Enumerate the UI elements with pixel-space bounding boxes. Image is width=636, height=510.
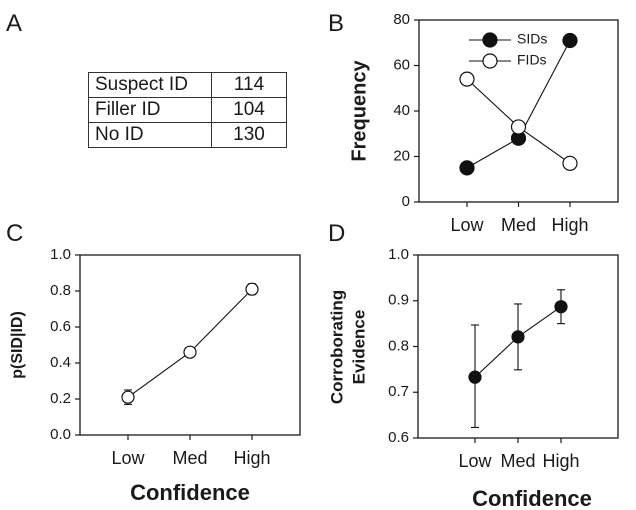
panel-c-series-line [127, 288, 253, 398]
panel-c-y-tick-label: 0.2 [50, 390, 71, 407]
panel-d-series-point [511, 330, 525, 344]
panel-d-series-point [554, 300, 568, 314]
panel-c-x-tick-label: High [233, 448, 270, 468]
panel-c-y-tick-label: 0.0 [50, 426, 71, 443]
panel-label-b: B [328, 10, 345, 37]
panel-b-legend-marker [482, 32, 498, 48]
panel-b-legend-label: FIDs [517, 52, 547, 68]
identification-table: Suspect ID 114 Filler ID 104 No ID 130 [88, 72, 287, 148]
panel-b-y-tick-label: 80 [393, 11, 410, 28]
panel-d-y-tick-label: 1.0 [388, 246, 409, 263]
table-row: Filler ID 104 [88, 97, 287, 123]
panel-d-y-tick-label: 0.7 [388, 383, 409, 400]
panel-label-a: A [6, 10, 23, 37]
panel-d-y-tick-label: 0.6 [388, 429, 409, 446]
panel-b-y-tick-label: 20 [393, 147, 410, 164]
panel-c-x-tick-label: Low [111, 448, 145, 468]
table-row: No ID 130 [88, 122, 287, 148]
panel-b-y-tick-label: 40 [393, 102, 410, 119]
table-row-label: No ID [88, 122, 212, 148]
panel-c-series-point [121, 390, 135, 404]
panel-c-series-point [245, 282, 259, 296]
panel-d-x-axis-label: Confidence [472, 486, 592, 510]
panel-c-x-tick-label: Med [172, 448, 207, 468]
panel-b-y-axis-label: Frequency [348, 60, 370, 162]
panel-d-y-axis-label: Corroborating [327, 290, 346, 404]
panel-c-y-tick-label: 0.8 [50, 282, 71, 299]
panel-c-y-tick-label: 0.4 [50, 354, 71, 371]
panel-b-x-tick-label: High [551, 215, 588, 235]
panel-c-y-axis-label: p(SID|ID) [9, 311, 26, 379]
panel-d-x-tick-label: Med [500, 451, 535, 471]
panel-label-d: D [328, 220, 346, 247]
panel-d-x-tick-label: High [542, 451, 579, 471]
panel-b-series-fids-point [459, 71, 475, 87]
panel-d-series-point [468, 370, 482, 384]
panel-c-y-tick-label: 0.6 [50, 318, 71, 335]
panel-b-x-tick-label: Med [501, 215, 536, 235]
panel-b-y-tick-label: 0 [402, 193, 410, 210]
panel-d-x-tick-label: Low [458, 451, 492, 471]
panel-c-x-axis-label: Confidence [130, 480, 250, 505]
panel-d-y-tick-label: 0.9 [388, 292, 409, 309]
table-row-value: 130 [211, 122, 287, 148]
panel-b-legend-label: SIDs [517, 31, 547, 47]
panel-c-plot-frame [79, 254, 301, 436]
panel-d-y-tick-label: 0.8 [388, 337, 409, 354]
panel-c-series-point [183, 345, 197, 359]
panel-label-c: C [6, 220, 24, 247]
panel-b-series-fids-point [562, 155, 578, 171]
panel-c-y-tick-label: 1.0 [50, 246, 71, 263]
panel-d-y-axis-label: Evidence [349, 310, 368, 385]
panel-b-x-tick-label: Low [450, 215, 484, 235]
panel-b-series-sids-point [459, 160, 475, 176]
panel-b-plot-frame [418, 19, 619, 203]
panel-b-series-sids-point [562, 32, 578, 49]
panel-b-y-tick-label: 60 [393, 56, 410, 73]
panel-b-series-fids-point [510, 119, 527, 135]
table-row-value: 104 [211, 97, 287, 123]
table-row-label: Suspect ID [88, 72, 212, 98]
table-row-label: Filler ID [88, 97, 212, 123]
panel-b-legend-marker [482, 53, 498, 69]
